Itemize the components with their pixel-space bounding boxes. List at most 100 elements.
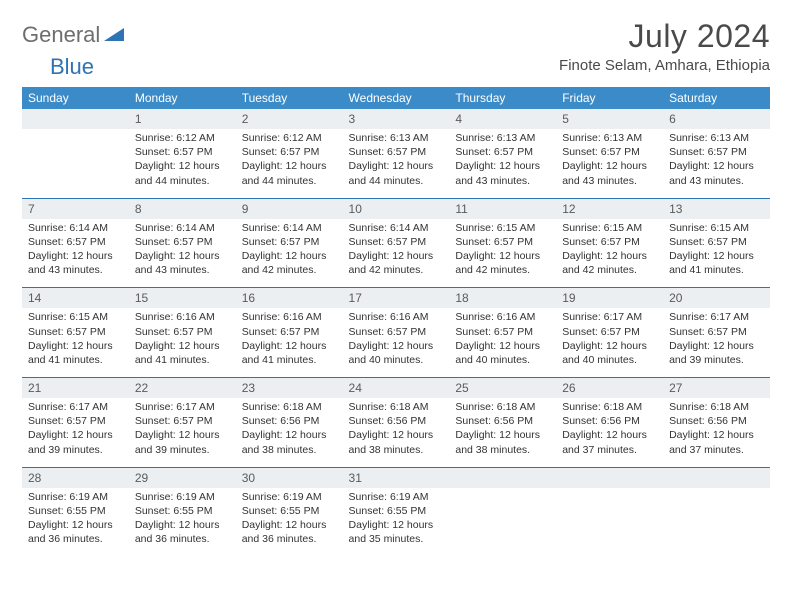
daylight-line: Daylight: 12 hours and 43 minutes. (28, 249, 123, 277)
day-detail-cell: Sunrise: 6:18 AMSunset: 6:56 PMDaylight:… (556, 398, 663, 467)
sunset-line: Sunset: 6:57 PM (562, 325, 657, 339)
day-number-cell (449, 468, 556, 488)
daylight-line: Daylight: 12 hours and 42 minutes. (562, 249, 657, 277)
daylight-line: Daylight: 12 hours and 38 minutes. (349, 428, 444, 456)
sunset-line: Sunset: 6:57 PM (135, 414, 230, 428)
day-detail-cell: Sunrise: 6:15 AMSunset: 6:57 PMDaylight:… (22, 308, 129, 377)
day-number-row: 28293031 (22, 468, 770, 488)
sunset-line: Sunset: 6:55 PM (28, 504, 123, 518)
day-number-cell: 29 (129, 468, 236, 488)
day-detail-cell: Sunrise: 6:17 AMSunset: 6:57 PMDaylight:… (663, 308, 770, 377)
day-number-cell: 6 (663, 109, 770, 129)
day-number-cell: 10 (343, 199, 450, 219)
daylight-line: Daylight: 12 hours and 41 minutes. (669, 249, 764, 277)
day-number-cell: 21 (22, 378, 129, 398)
sunrise-line: Sunrise: 6:13 AM (669, 131, 764, 145)
daylight-line: Daylight: 12 hours and 36 minutes. (135, 518, 230, 546)
sunrise-line: Sunrise: 6:14 AM (349, 221, 444, 235)
sunrise-line: Sunrise: 6:18 AM (242, 400, 337, 414)
daylight-line: Daylight: 12 hours and 38 minutes. (455, 428, 550, 456)
day-detail-cell: Sunrise: 6:18 AMSunset: 6:56 PMDaylight:… (449, 398, 556, 467)
daylight-line: Daylight: 12 hours and 43 minutes. (135, 249, 230, 277)
sunset-line: Sunset: 6:57 PM (28, 414, 123, 428)
day-detail-cell: Sunrise: 6:17 AMSunset: 6:57 PMDaylight:… (22, 398, 129, 467)
sunset-line: Sunset: 6:57 PM (349, 235, 444, 249)
brand-triangle-icon (104, 25, 124, 46)
sunset-line: Sunset: 6:57 PM (669, 235, 764, 249)
sunset-line: Sunset: 6:57 PM (455, 145, 550, 159)
day-detail-cell: Sunrise: 6:18 AMSunset: 6:56 PMDaylight:… (663, 398, 770, 467)
sunset-line: Sunset: 6:57 PM (455, 325, 550, 339)
day-number-cell: 27 (663, 378, 770, 398)
day-number-cell: 25 (449, 378, 556, 398)
day-number-cell (22, 109, 129, 129)
sunrise-line: Sunrise: 6:13 AM (455, 131, 550, 145)
day-detail-cell (449, 488, 556, 557)
day-number-cell: 7 (22, 199, 129, 219)
day-number-cell: 24 (343, 378, 450, 398)
sunrise-line: Sunrise: 6:17 AM (669, 310, 764, 324)
day-detail-cell: Sunrise: 6:12 AMSunset: 6:57 PMDaylight:… (236, 129, 343, 198)
day-number-cell: 22 (129, 378, 236, 398)
day-number-cell: 5 (556, 109, 663, 129)
sunset-line: Sunset: 6:57 PM (562, 235, 657, 249)
sunset-line: Sunset: 6:57 PM (669, 145, 764, 159)
daylight-line: Daylight: 12 hours and 39 minutes. (135, 428, 230, 456)
day-detail-cell: Sunrise: 6:14 AMSunset: 6:57 PMDaylight:… (343, 219, 450, 288)
day-detail-cell: Sunrise: 6:19 AMSunset: 6:55 PMDaylight:… (343, 488, 450, 557)
day-number-cell: 20 (663, 288, 770, 308)
sunrise-line: Sunrise: 6:15 AM (669, 221, 764, 235)
brand-word-2: Blue (50, 54, 94, 79)
sunset-line: Sunset: 6:57 PM (455, 235, 550, 249)
sunset-line: Sunset: 6:57 PM (349, 145, 444, 159)
day-detail-cell: Sunrise: 6:13 AMSunset: 6:57 PMDaylight:… (343, 129, 450, 198)
sunrise-line: Sunrise: 6:17 AM (28, 400, 123, 414)
day-detail-cell: Sunrise: 6:15 AMSunset: 6:57 PMDaylight:… (449, 219, 556, 288)
day-detail-cell: Sunrise: 6:12 AMSunset: 6:57 PMDaylight:… (129, 129, 236, 198)
sunset-line: Sunset: 6:57 PM (135, 235, 230, 249)
sunrise-line: Sunrise: 6:15 AM (28, 310, 123, 324)
day-number-cell: 19 (556, 288, 663, 308)
sunset-line: Sunset: 6:57 PM (242, 145, 337, 159)
sunrise-line: Sunrise: 6:14 AM (242, 221, 337, 235)
daylight-line: Daylight: 12 hours and 42 minutes. (455, 249, 550, 277)
day-number-cell: 1 (129, 109, 236, 129)
day-number-cell (556, 468, 663, 488)
day-number-cell: 2 (236, 109, 343, 129)
sunrise-line: Sunrise: 6:12 AM (135, 131, 230, 145)
sunrise-line: Sunrise: 6:19 AM (28, 490, 123, 504)
sunset-line: Sunset: 6:57 PM (349, 325, 444, 339)
day-number-row: 21222324252627 (22, 378, 770, 398)
daylight-line: Daylight: 12 hours and 41 minutes. (28, 339, 123, 367)
day-number-cell: 26 (556, 378, 663, 398)
day-number-cell: 15 (129, 288, 236, 308)
dow-header: Saturday (663, 87, 770, 109)
daylight-line: Daylight: 12 hours and 36 minutes. (28, 518, 123, 546)
day-number-cell: 28 (22, 468, 129, 488)
day-detail-cell: Sunrise: 6:18 AMSunset: 6:56 PMDaylight:… (343, 398, 450, 467)
sunrise-line: Sunrise: 6:16 AM (135, 310, 230, 324)
day-detail-cell: Sunrise: 6:16 AMSunset: 6:57 PMDaylight:… (236, 308, 343, 377)
day-number-cell: 14 (22, 288, 129, 308)
sunrise-line: Sunrise: 6:18 AM (669, 400, 764, 414)
daylight-line: Daylight: 12 hours and 42 minutes. (242, 249, 337, 277)
sunrise-line: Sunrise: 6:13 AM (349, 131, 444, 145)
day-number-cell: 8 (129, 199, 236, 219)
sunset-line: Sunset: 6:57 PM (242, 235, 337, 249)
day-detail-cell: Sunrise: 6:13 AMSunset: 6:57 PMDaylight:… (556, 129, 663, 198)
daylight-line: Daylight: 12 hours and 40 minutes. (455, 339, 550, 367)
sunset-line: Sunset: 6:56 PM (562, 414, 657, 428)
day-of-week-row: SundayMondayTuesdayWednesdayThursdayFrid… (22, 87, 770, 109)
day-detail-cell: Sunrise: 6:16 AMSunset: 6:57 PMDaylight:… (129, 308, 236, 377)
day-detail-row: Sunrise: 6:14 AMSunset: 6:57 PMDaylight:… (22, 219, 770, 288)
day-number-cell: 3 (343, 109, 450, 129)
sunrise-line: Sunrise: 6:16 AM (349, 310, 444, 324)
day-detail-cell (22, 129, 129, 198)
sunrise-line: Sunrise: 6:19 AM (242, 490, 337, 504)
daylight-line: Daylight: 12 hours and 44 minutes. (135, 159, 230, 187)
sunset-line: Sunset: 6:55 PM (242, 504, 337, 518)
daylight-line: Daylight: 12 hours and 41 minutes. (135, 339, 230, 367)
dow-header: Monday (129, 87, 236, 109)
sunset-line: Sunset: 6:55 PM (135, 504, 230, 518)
dow-header: Sunday (22, 87, 129, 109)
